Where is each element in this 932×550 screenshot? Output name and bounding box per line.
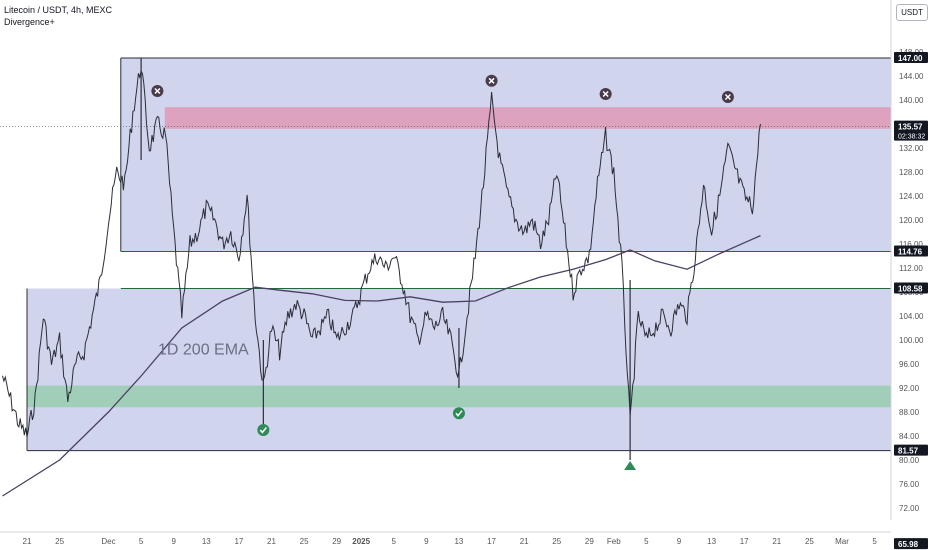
y-tick-label: 112.00 <box>899 264 923 273</box>
y-tick-label: 140.00 <box>899 96 924 105</box>
x-tick-label: 9 <box>171 537 176 546</box>
price-series <box>2 69 761 438</box>
x-tick-label: 5 <box>872 537 877 546</box>
x-tick-label: 9 <box>424 537 429 546</box>
x-tick-label: Dec <box>101 537 115 546</box>
price-label: 135.57 <box>898 123 923 132</box>
x-tick-label: 21 <box>772 537 781 546</box>
ema-line <box>2 235 761 497</box>
y-tick-label: 96.00 <box>899 360 920 369</box>
x-tick-label: 13 <box>202 537 211 546</box>
ema-annotation: 1D 200 EMA <box>158 341 249 358</box>
y-tick-label: 80.00 <box>899 456 920 465</box>
y-tick-label: 144.00 <box>899 72 924 81</box>
x-tick-label: 5 <box>139 537 144 546</box>
x-tick-label: 29 <box>585 537 594 546</box>
y-tick-label: 76.00 <box>899 480 920 489</box>
price-countdown: 02:38:32 <box>898 134 925 141</box>
price-label: 81.57 <box>898 447 919 456</box>
price-label-bg <box>894 538 928 550</box>
currency-badge[interactable]: USDT <box>896 4 928 21</box>
x-tick-label: 5 <box>644 537 649 546</box>
x-tick-label: 25 <box>300 537 309 546</box>
x-tick-label: 21 <box>520 537 529 546</box>
y-tick-label: 100.00 <box>899 336 924 345</box>
x-tick-label: 17 <box>487 537 496 546</box>
x-tick-label: 5 <box>392 537 397 546</box>
indicator-label[interactable]: Divergence+ <box>4 17 55 27</box>
x-tick-label: 25 <box>55 537 64 546</box>
x-tick-label: 17 <box>234 537 243 546</box>
x-tick-label: 13 <box>454 537 463 546</box>
x-mark-icon <box>154 87 161 95</box>
x-tick-label: 29 <box>332 537 341 546</box>
price-label-bg <box>894 52 928 63</box>
bullish-marker-icon <box>257 424 270 436</box>
x-tick-label: Feb <box>607 537 621 546</box>
x-tick-label: 25 <box>552 537 561 546</box>
x-tick-label: 2025 <box>352 537 370 546</box>
y-tick-label: 124.00 <box>899 192 924 201</box>
upper-range-box <box>120 58 892 252</box>
bullish-marker-icon <box>452 407 465 420</box>
bullish-arrow-icon <box>624 461 637 470</box>
y-tick-label: 116.00 <box>899 240 923 249</box>
check-mark-icon <box>455 410 463 417</box>
x-mark-icon <box>602 90 609 98</box>
price-label: 65.98 <box>898 540 919 549</box>
price-label-bg <box>894 245 928 257</box>
y-tick-label: 84.00 <box>899 432 920 441</box>
x-tick-label: 25 <box>805 537 814 546</box>
symbol-title: Litecoin / USDT, 4h, MEXC <box>4 5 113 15</box>
price-label-bg <box>894 444 928 456</box>
price-label: 114.76 <box>898 247 923 256</box>
price-label-bg <box>894 282 928 294</box>
x-mark-icon <box>488 77 495 84</box>
x-tick-label: 17 <box>740 537 749 546</box>
support-zone <box>27 385 891 408</box>
y-tick-label: 92.00 <box>899 384 920 393</box>
x-tick-label: 21 <box>23 537 32 546</box>
check-mark-icon <box>259 427 267 434</box>
y-tick-label: 128.00 <box>899 168 924 177</box>
price-label: 108.58 <box>898 285 923 294</box>
price-label-bg <box>894 120 928 141</box>
resistance-zone <box>164 107 892 129</box>
x-mark-icon <box>724 93 731 101</box>
x-tick-label: Mar <box>835 537 849 546</box>
y-tick-label: 88.00 <box>899 408 920 417</box>
y-tick-label: 120.00 <box>899 216 924 225</box>
y-tick-label: 132.00 <box>899 144 924 153</box>
y-tick-label: 104.00 <box>899 312 924 321</box>
x-tick-label: 9 <box>677 537 682 546</box>
price-label: 147.00 <box>898 54 923 63</box>
x-tick-label: 13 <box>707 537 716 546</box>
x-tick-label: 21 <box>267 537 276 546</box>
y-tick-label: 72.00 <box>899 504 920 513</box>
